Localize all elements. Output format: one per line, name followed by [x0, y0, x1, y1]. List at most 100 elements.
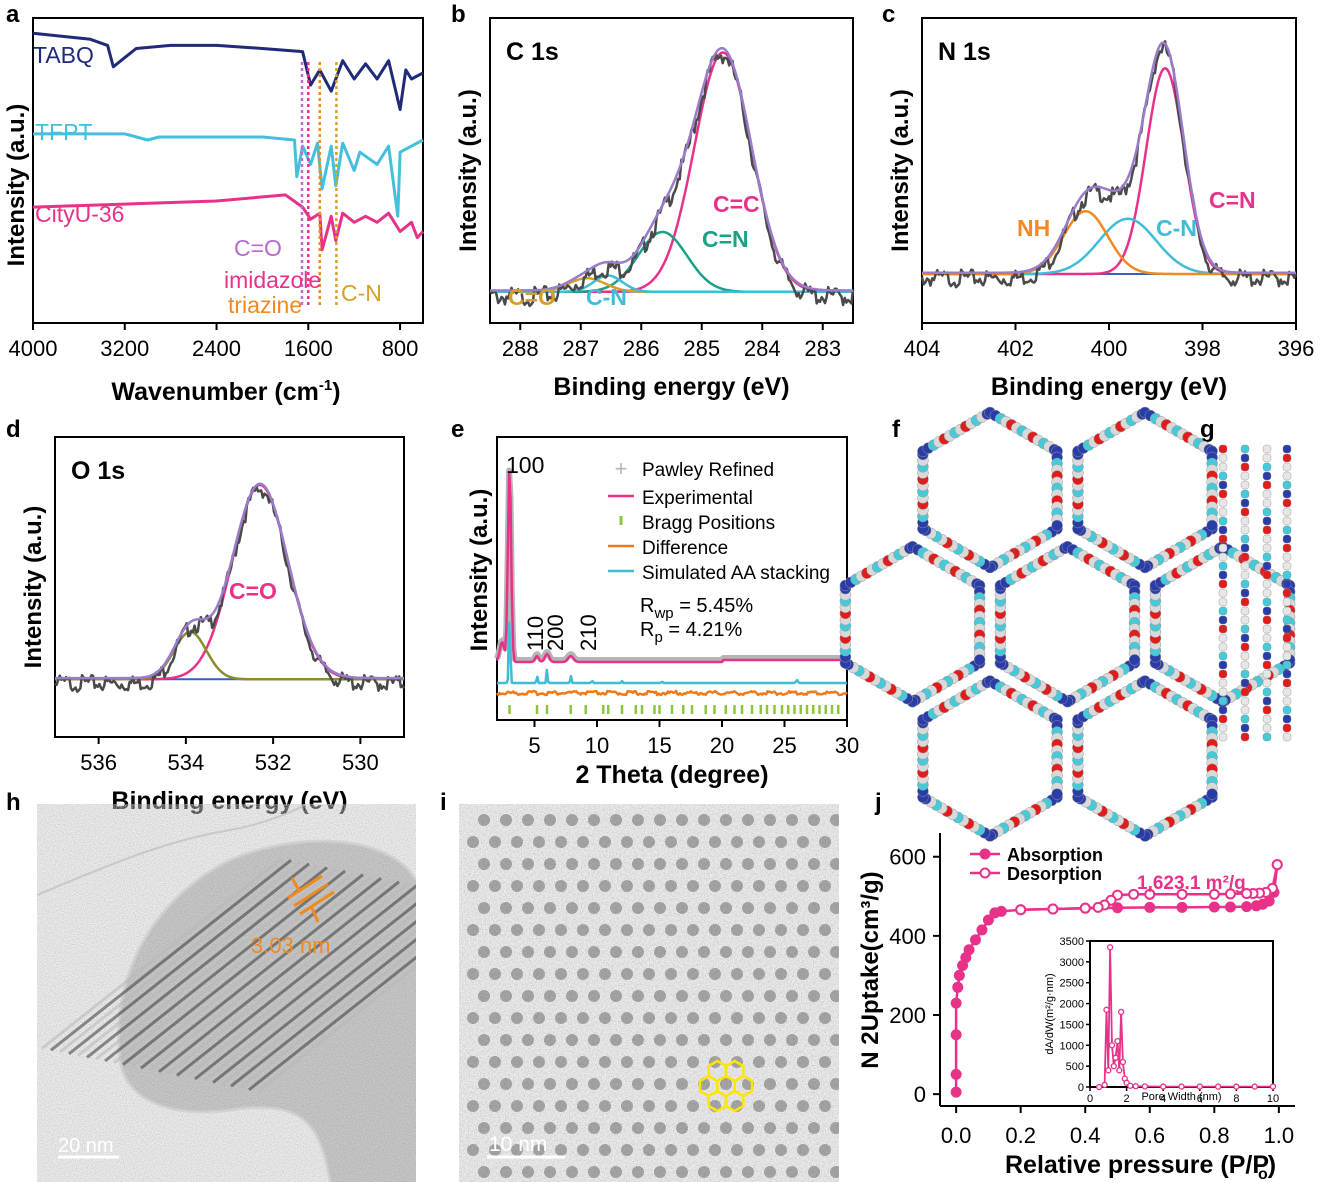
lattice-fringe — [68, 862, 310, 1055]
stacking-atom — [1218, 723, 1228, 733]
framework-atom — [904, 542, 916, 555]
framework-atom — [960, 571, 972, 584]
pore-dot — [687, 1144, 699, 1156]
framework-atom — [917, 754, 929, 766]
pore-dot — [544, 814, 556, 826]
framework-atom — [1283, 635, 1296, 648]
pore-dot — [566, 946, 578, 958]
pore-dot — [753, 1056, 765, 1068]
framework-atom — [1027, 700, 1039, 712]
framework-atom — [1051, 782, 1063, 794]
framework-atom — [1235, 685, 1248, 697]
framework-atom — [973, 579, 986, 592]
pxrd-stat: Rwp = 5.45% — [640, 595, 753, 622]
framework-atom — [1120, 417, 1132, 430]
framework-atom — [863, 671, 876, 683]
framework-atom — [1176, 564, 1188, 576]
framework-atom — [1117, 817, 1130, 830]
framework-atom — [1107, 811, 1119, 824]
framework-atom — [1147, 557, 1159, 569]
hexagon-outline — [707, 1059, 728, 1083]
ftir-annot-triazine: triazine — [228, 292, 302, 318]
framework-atom — [1141, 560, 1154, 572]
framework-atom — [920, 688, 932, 700]
pore-dot — [500, 1078, 512, 1090]
pore-dot — [643, 880, 655, 892]
pore-dot — [742, 990, 754, 1002]
framework-atom — [887, 551, 900, 564]
ftir-legend-tabq: TABQ — [33, 42, 94, 68]
framework-atom — [1206, 775, 1218, 788]
stacking-atom — [1262, 516, 1272, 526]
c1s-label-ceqo: C=O — [508, 284, 556, 310]
framework-atom — [1238, 553, 1250, 565]
pxrd-difference — [495, 689, 848, 697]
stacking-atom — [1282, 597, 1292, 607]
lattice-fringe — [185, 893, 416, 1079]
pore-dot — [764, 1078, 776, 1090]
pore-dot — [500, 1034, 512, 1046]
framework-atom — [1072, 479, 1084, 492]
framework-atom — [917, 454, 929, 467]
framework-atom — [933, 436, 945, 448]
framework-atom — [917, 760, 929, 772]
framework-atom — [973, 555, 986, 568]
framework-atom — [986, 828, 999, 841]
n1s-component-nh — [922, 209, 1296, 276]
pore-dot — [511, 924, 523, 936]
framework-atom — [917, 735, 929, 748]
framework-atom — [935, 533, 948, 546]
pore-dot — [720, 858, 732, 870]
pore-dot — [588, 902, 600, 914]
framework-atom — [1283, 629, 1296, 641]
framework-atom — [1219, 694, 1231, 706]
framework-atom — [970, 414, 983, 427]
framework-atom — [1032, 558, 1044, 570]
framework-atom — [1072, 713, 1084, 726]
framework-atom — [1283, 585, 1296, 598]
framework-atom — [1168, 813, 1181, 825]
framework-atom — [941, 536, 953, 549]
framework-atom — [1101, 808, 1114, 821]
lattice-fringe — [221, 928, 416, 1086]
framework-atom — [1184, 803, 1197, 816]
framework-atom — [1200, 526, 1213, 538]
framework-atom — [930, 530, 943, 543]
pxrd-x-axis-title: 2 Theta (degree) — [575, 761, 768, 789]
lattice-fringe — [140, 877, 382, 1070]
iso-point-absorption — [995, 905, 1007, 917]
stacking-atom — [1240, 534, 1250, 544]
framework-atom — [839, 632, 852, 644]
framework-atom — [1117, 549, 1130, 561]
iso-y-axis-title: N 2Uptake(cm³/g) — [857, 871, 884, 1068]
pore-dot — [522, 814, 534, 826]
framework-atom — [994, 579, 1007, 592]
pore-dot — [500, 1166, 512, 1178]
framework-atom — [1192, 706, 1205, 718]
pore-dot — [654, 946, 666, 958]
framework-atom — [1128, 598, 1141, 610]
framework-atom — [943, 698, 956, 710]
stacking-atom — [1282, 516, 1292, 526]
panel-letter-a: a — [6, 1, 20, 28]
pore-dot — [676, 990, 688, 1002]
n1s-label-c-n: C-N — [1156, 215, 1197, 241]
framework-atom — [1080, 796, 1092, 808]
pore-dot — [753, 836, 765, 848]
stacking-atom — [1240, 552, 1250, 562]
stacking-atom — [1262, 660, 1272, 670]
pore-dot — [478, 1034, 490, 1046]
stacking-atom — [1282, 669, 1292, 679]
pxrd-legend-entry: Simulated AA stacking — [642, 563, 830, 584]
iso-legend-marker — [979, 867, 991, 879]
stacking-atom — [1240, 453, 1250, 463]
framework-atom — [992, 825, 1004, 838]
framework-atom — [1152, 554, 1165, 566]
pore-dot — [819, 1056, 831, 1068]
framework-atom — [994, 582, 1007, 595]
framework-atom — [1198, 709, 1210, 721]
pore-dot — [489, 1100, 501, 1112]
stacking-atom — [1240, 444, 1250, 454]
framework-atom — [1283, 641, 1296, 654]
